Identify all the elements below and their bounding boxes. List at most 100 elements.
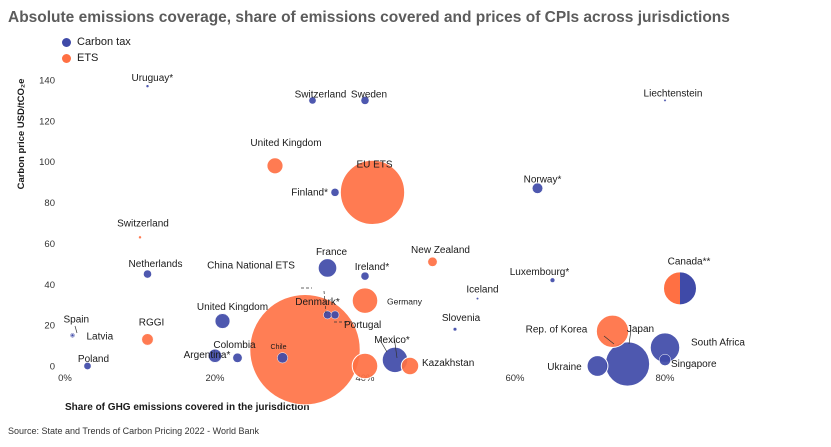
- data-label-carbon-tax-united-kingdom: United Kingdom: [197, 302, 268, 313]
- data-label-carbon-tax-denmark: Denmark*: [295, 297, 340, 308]
- data-label-ets-kazakhstan: Kazakhstan: [422, 358, 474, 369]
- data-label-carbon-tax-south-africa: South Africa: [691, 338, 745, 349]
- leader-line: [74, 325, 78, 334]
- y-tick-label: 120: [39, 116, 55, 127]
- leader-line: [628, 329, 632, 345]
- bubble-ets-rggi: [141, 333, 154, 346]
- legend-item-ets: ETS: [62, 50, 131, 66]
- bubble-ets-germany: [351, 287, 379, 314]
- data-label-ets-rggi: RGGI: [139, 317, 165, 328]
- x-tick-label: 0%: [58, 373, 72, 384]
- bubble-carbon-tax-colombia: [232, 352, 243, 363]
- data-label-carbon-tax-argentina: Argentina*: [184, 350, 231, 361]
- data-label-ets-switzerland: Switzerland: [117, 218, 169, 229]
- data-label-carbon-tax-slovenia: Slovenia: [442, 313, 481, 324]
- bubble-carbon-tax-netherlands: [143, 269, 152, 279]
- data-label-carbon-tax-ukraine: Ukraine: [547, 362, 582, 373]
- bubble-carbon-tax-latvia: [70, 333, 75, 338]
- source-note: Source: State and Trends of Carbon Prici…: [8, 426, 259, 436]
- x-tick-label: 60%: [505, 373, 525, 384]
- bubble-carbon-tax-ukraine: [586, 355, 609, 377]
- data-label-carbon-tax-netherlands: Netherlands: [129, 259, 183, 270]
- data-label-ets-eu-ets: EU ETS: [356, 159, 392, 170]
- bubble-ets-switzerland: [138, 235, 142, 240]
- legend-swatch-ets: [62, 53, 71, 63]
- data-label-carbon-tax-sweden: Sweden: [351, 89, 387, 100]
- data-label-carbon-tax-ireland: Ireland*: [355, 262, 390, 273]
- data-label-carbon-tax-singapore: Singapore: [671, 359, 717, 370]
- bubble-ets-rep-of-korea: [595, 314, 630, 348]
- data-label-carbon-tax-portugal: Portugal: [344, 320, 381, 331]
- bubble-carbon-tax-iceland: [476, 297, 479, 301]
- bubble-ets-new-zealand: [427, 256, 438, 267]
- bubble-carbon-tax-sweden: [360, 96, 370, 105]
- data-label-carbon-tax-france: France: [316, 247, 348, 258]
- data-label-ets-rep-of-korea: Rep. of Korea: [526, 324, 588, 335]
- data-label-carbon-tax-latvia: Latvia: [87, 331, 114, 342]
- leader-line: [379, 339, 388, 353]
- y-tick-label: 0: [50, 362, 55, 373]
- bubble-carbon-tax-france: [317, 258, 338, 278]
- x-tick-label: 20%: [205, 373, 225, 384]
- y-axis-title: Carbon price USD/tCO₂e: [16, 79, 27, 190]
- data-label-ets-germany: Germany: [387, 297, 423, 307]
- bubble-ets-kazakhstan: [400, 356, 420, 376]
- legend: Carbon tax ETS: [62, 34, 131, 66]
- data-label-carbon-tax-finland: Finland*: [291, 187, 328, 198]
- data-label-ets-new-zealand: New Zealand: [411, 245, 470, 256]
- data-label-carbon-tax-poland: Poland: [78, 354, 109, 365]
- legend-swatch-carbon-tax: [62, 37, 71, 47]
- data-label-carbon-tax-japan: Japan: [627, 324, 654, 335]
- leader-line: [603, 335, 615, 345]
- data-label-carbon-tax-spain: Spain: [64, 314, 90, 325]
- bubble-carbon-tax-denmark: [323, 310, 332, 320]
- bubble-carbon-tax-uruguay: [145, 84, 150, 88]
- bubble-carbon-tax-switzerland: [308, 96, 317, 105]
- y-tick-label: 20: [44, 321, 55, 332]
- leader-line: [393, 335, 398, 359]
- data-label-ets-china-national-ets: China National ETS: [207, 261, 295, 272]
- data-label-carbon-tax-iceland: Iceland: [466, 285, 498, 296]
- data-label-carbon-tax-colombia: Colombia: [213, 340, 256, 351]
- y-tick-label: 100: [39, 157, 55, 168]
- bubble-carbon-tax-norway: [532, 182, 543, 194]
- bubble-canada-outline: [663, 271, 697, 306]
- data-label-carbon-tax-canada: Canada**: [668, 256, 711, 267]
- data-label-carbon-tax-chile: Chile: [271, 344, 287, 351]
- y-tick-label: 140: [39, 76, 55, 87]
- bubble-carbon-tax-slovenia: [452, 327, 458, 332]
- bubble-ets-canada: [663, 271, 680, 305]
- data-label-carbon-tax-norway: Norway*: [524, 174, 562, 185]
- y-tick-label: 40: [44, 280, 55, 291]
- bubble-ets-united-kingdom: [266, 157, 284, 175]
- bubble-ets-china-national-ets: [249, 293, 361, 406]
- bubble-carbon-tax-liechtenstein: [663, 98, 667, 102]
- data-label-carbon-tax-switzerland: Switzerland: [295, 89, 347, 100]
- bubble-carbon-tax-japan: [604, 341, 651, 387]
- chart-title: Absolute emissions coverage, share of em…: [8, 9, 730, 26]
- bubble-carbon-tax-finland: [330, 188, 340, 197]
- x-tick-label: 80%: [655, 373, 675, 384]
- data-label-ets-united-kingdom: United Kingdom: [250, 138, 321, 149]
- bubble-carbon-tax-poland: [83, 362, 92, 370]
- y-tick-label: 60: [44, 239, 55, 250]
- data-label-carbon-tax-luxembourg: Luxembourg*: [510, 267, 570, 278]
- bubble-carbon-tax-ireland: [360, 271, 370, 281]
- leader-line: [323, 290, 327, 314]
- bubble-ets-eu-ets: [339, 159, 406, 226]
- bubble-carbon-tax-united-kingdom: [214, 313, 231, 329]
- data-label-carbon-tax-liechtenstein: Liechtenstein: [644, 88, 703, 99]
- bubble-carbon-tax-luxembourg: [549, 277, 556, 283]
- bubble-carbon-tax-singapore: [659, 353, 671, 366]
- legend-label-carbon-tax: Carbon tax: [77, 36, 131, 48]
- data-label-carbon-tax-mexico: Mexico*: [374, 335, 410, 346]
- y-tick-label: 80: [44, 198, 55, 209]
- x-axis-title: Share of GHG emissions covered in the ju…: [65, 402, 310, 413]
- bubble-carbon-tax-portugal: [330, 310, 340, 320]
- bubble-ets-mexico: [351, 352, 379, 380]
- bubble-carbon-tax-argentina: [208, 348, 222, 363]
- legend-item-carbon-tax: Carbon tax: [62, 34, 131, 50]
- bubble-carbon-tax-chile: [277, 352, 288, 364]
- bubble-carbon-tax-canada: [680, 271, 697, 305]
